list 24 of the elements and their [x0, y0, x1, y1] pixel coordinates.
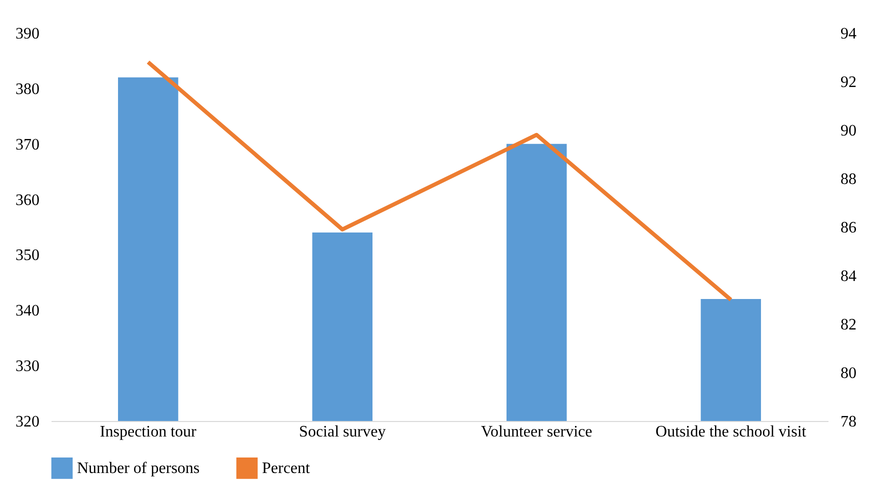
y2-tick-label: 80	[840, 365, 856, 382]
x-tick-label: Volunteer service	[481, 424, 592, 440]
y-tick-label: 350	[16, 247, 40, 264]
x-tick-label: Outside the school visit	[656, 424, 807, 440]
y-tick-label: 390	[16, 26, 40, 42]
y-tick-label: 370	[16, 136, 40, 154]
y-tick-label: 330	[16, 358, 40, 376]
y-tick-label: 320	[16, 414, 40, 430]
y-tick-label: 360	[16, 192, 40, 209]
y2-tick-label: 88	[840, 171, 856, 188]
line-series	[146, 60, 733, 302]
legend-label: Number of persons	[77, 460, 200, 478]
y2-tick-label: 78	[840, 414, 856, 430]
y-tick-label: 340	[16, 302, 40, 320]
y2-tick-label: 90	[840, 122, 856, 140]
y2-tick-label: 92	[840, 74, 856, 91]
x-tick-label: Social survey	[299, 424, 386, 440]
y-tick-label: 380	[16, 80, 40, 98]
legend-label: Percent	[262, 460, 311, 478]
y2-tick-label: 82	[840, 316, 856, 334]
y2-tick-label: 84	[840, 268, 856, 285]
x-tick-label: Inspection tour	[100, 424, 198, 440]
y2-tick-label: 94	[840, 26, 856, 42]
y2-tick-label: 86	[840, 220, 856, 236]
